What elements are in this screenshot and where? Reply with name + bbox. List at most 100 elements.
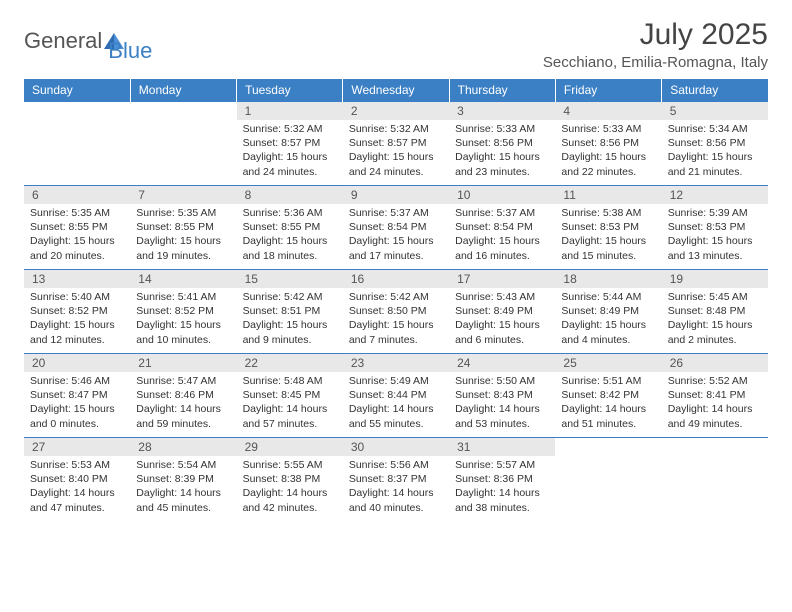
weekday-header: Friday [555, 79, 661, 102]
calendar-day-cell: 6Sunrise: 5:35 AMSunset: 8:55 PMDaylight… [24, 186, 130, 270]
day-details: Sunrise: 5:37 AMSunset: 8:54 PMDaylight:… [343, 204, 449, 267]
weekday-header: Tuesday [237, 79, 343, 102]
calendar-week-row: 13Sunrise: 5:40 AMSunset: 8:52 PMDayligh… [24, 270, 768, 354]
calendar-empty-cell [24, 102, 130, 186]
calendar-day-cell: 19Sunrise: 5:45 AMSunset: 8:48 PMDayligh… [662, 270, 768, 354]
day-details: Sunrise: 5:38 AMSunset: 8:53 PMDaylight:… [555, 204, 661, 267]
logo-text-general: General [24, 28, 102, 54]
calendar-day-cell: 3Sunrise: 5:33 AMSunset: 8:56 PMDaylight… [449, 102, 555, 186]
weekday-header: Wednesday [343, 79, 449, 102]
calendar-day-cell: 12Sunrise: 5:39 AMSunset: 8:53 PMDayligh… [662, 186, 768, 270]
calendar-body: 1Sunrise: 5:32 AMSunset: 8:57 PMDaylight… [24, 102, 768, 522]
day-details: Sunrise: 5:42 AMSunset: 8:50 PMDaylight:… [343, 288, 449, 351]
calendar-day-cell: 10Sunrise: 5:37 AMSunset: 8:54 PMDayligh… [449, 186, 555, 270]
day-details: Sunrise: 5:39 AMSunset: 8:53 PMDaylight:… [662, 204, 768, 267]
month-title: July 2025 [543, 18, 768, 52]
day-details: Sunrise: 5:54 AMSunset: 8:39 PMDaylight:… [130, 456, 236, 519]
day-details: Sunrise: 5:50 AMSunset: 8:43 PMDaylight:… [449, 372, 555, 435]
day-details: Sunrise: 5:41 AMSunset: 8:52 PMDaylight:… [130, 288, 236, 351]
calendar-header-row: SundayMondayTuesdayWednesdayThursdayFrid… [24, 79, 768, 102]
day-number: 4 [555, 102, 661, 120]
day-details: Sunrise: 5:35 AMSunset: 8:55 PMDaylight:… [24, 204, 130, 267]
day-number: 13 [24, 270, 130, 288]
calendar-day-cell: 22Sunrise: 5:48 AMSunset: 8:45 PMDayligh… [237, 354, 343, 438]
day-number: 1 [237, 102, 343, 120]
day-number: 29 [237, 438, 343, 456]
calendar-day-cell: 28Sunrise: 5:54 AMSunset: 8:39 PMDayligh… [130, 438, 236, 522]
calendar-day-cell: 17Sunrise: 5:43 AMSunset: 8:49 PMDayligh… [449, 270, 555, 354]
weekday-header: Sunday [24, 79, 130, 102]
day-details: Sunrise: 5:35 AMSunset: 8:55 PMDaylight:… [130, 204, 236, 267]
day-number: 28 [130, 438, 236, 456]
day-number: 6 [24, 186, 130, 204]
calendar-day-cell: 20Sunrise: 5:46 AMSunset: 8:47 PMDayligh… [24, 354, 130, 438]
day-number: 12 [662, 186, 768, 204]
calendar-day-cell: 2Sunrise: 5:32 AMSunset: 8:57 PMDaylight… [343, 102, 449, 186]
day-details: Sunrise: 5:37 AMSunset: 8:54 PMDaylight:… [449, 204, 555, 267]
day-number: 16 [343, 270, 449, 288]
day-number: 30 [343, 438, 449, 456]
calendar-day-cell: 4Sunrise: 5:33 AMSunset: 8:56 PMDaylight… [555, 102, 661, 186]
day-number: 11 [555, 186, 661, 204]
calendar-day-cell: 11Sunrise: 5:38 AMSunset: 8:53 PMDayligh… [555, 186, 661, 270]
calendar-day-cell: 29Sunrise: 5:55 AMSunset: 8:38 PMDayligh… [237, 438, 343, 522]
day-number: 27 [24, 438, 130, 456]
calendar-day-cell: 16Sunrise: 5:42 AMSunset: 8:50 PMDayligh… [343, 270, 449, 354]
calendar-day-cell: 14Sunrise: 5:41 AMSunset: 8:52 PMDayligh… [130, 270, 236, 354]
day-number: 8 [237, 186, 343, 204]
logo-text-blue: Blue [108, 38, 152, 64]
day-details: Sunrise: 5:34 AMSunset: 8:56 PMDaylight:… [662, 120, 768, 183]
day-number: 17 [449, 270, 555, 288]
day-details: Sunrise: 5:52 AMSunset: 8:41 PMDaylight:… [662, 372, 768, 435]
day-number: 25 [555, 354, 661, 372]
day-number: 18 [555, 270, 661, 288]
day-details: Sunrise: 5:43 AMSunset: 8:49 PMDaylight:… [449, 288, 555, 351]
day-details: Sunrise: 5:32 AMSunset: 8:57 PMDaylight:… [343, 120, 449, 183]
calendar-week-row: 6Sunrise: 5:35 AMSunset: 8:55 PMDaylight… [24, 186, 768, 270]
header: General Blue July 2025 Secchiano, Emilia… [24, 18, 768, 71]
calendar-day-cell: 31Sunrise: 5:57 AMSunset: 8:36 PMDayligh… [449, 438, 555, 522]
day-details: Sunrise: 5:45 AMSunset: 8:48 PMDaylight:… [662, 288, 768, 351]
calendar-day-cell: 5Sunrise: 5:34 AMSunset: 8:56 PMDaylight… [662, 102, 768, 186]
day-number: 7 [130, 186, 236, 204]
title-block: July 2025 Secchiano, Emilia-Romagna, Ita… [543, 18, 768, 71]
day-number: 3 [449, 102, 555, 120]
calendar-day-cell: 15Sunrise: 5:42 AMSunset: 8:51 PMDayligh… [237, 270, 343, 354]
day-number: 21 [130, 354, 236, 372]
calendar-week-row: 20Sunrise: 5:46 AMSunset: 8:47 PMDayligh… [24, 354, 768, 438]
location-text: Secchiano, Emilia-Romagna, Italy [543, 54, 768, 71]
day-number: 22 [237, 354, 343, 372]
day-number: 23 [343, 354, 449, 372]
day-number: 9 [343, 186, 449, 204]
calendar-day-cell: 8Sunrise: 5:36 AMSunset: 8:55 PMDaylight… [237, 186, 343, 270]
calendar-week-row: 1Sunrise: 5:32 AMSunset: 8:57 PMDaylight… [24, 102, 768, 186]
day-details: Sunrise: 5:33 AMSunset: 8:56 PMDaylight:… [555, 120, 661, 183]
day-number: 10 [449, 186, 555, 204]
calendar-day-cell: 13Sunrise: 5:40 AMSunset: 8:52 PMDayligh… [24, 270, 130, 354]
day-details: Sunrise: 5:53 AMSunset: 8:40 PMDaylight:… [24, 456, 130, 519]
calendar-table: SundayMondayTuesdayWednesdayThursdayFrid… [24, 79, 768, 522]
calendar-day-cell: 9Sunrise: 5:37 AMSunset: 8:54 PMDaylight… [343, 186, 449, 270]
calendar-day-cell: 21Sunrise: 5:47 AMSunset: 8:46 PMDayligh… [130, 354, 236, 438]
day-details: Sunrise: 5:44 AMSunset: 8:49 PMDaylight:… [555, 288, 661, 351]
day-details: Sunrise: 5:36 AMSunset: 8:55 PMDaylight:… [237, 204, 343, 267]
calendar-day-cell: 30Sunrise: 5:56 AMSunset: 8:37 PMDayligh… [343, 438, 449, 522]
calendar-day-cell: 26Sunrise: 5:52 AMSunset: 8:41 PMDayligh… [662, 354, 768, 438]
logo: General Blue [24, 18, 152, 64]
day-number: 14 [130, 270, 236, 288]
calendar-day-cell: 23Sunrise: 5:49 AMSunset: 8:44 PMDayligh… [343, 354, 449, 438]
calendar-empty-cell [662, 438, 768, 522]
calendar-day-cell: 1Sunrise: 5:32 AMSunset: 8:57 PMDaylight… [237, 102, 343, 186]
day-number: 2 [343, 102, 449, 120]
calendar-day-cell: 25Sunrise: 5:51 AMSunset: 8:42 PMDayligh… [555, 354, 661, 438]
day-details: Sunrise: 5:57 AMSunset: 8:36 PMDaylight:… [449, 456, 555, 519]
day-details: Sunrise: 5:42 AMSunset: 8:51 PMDaylight:… [237, 288, 343, 351]
calendar-week-row: 27Sunrise: 5:53 AMSunset: 8:40 PMDayligh… [24, 438, 768, 522]
day-details: Sunrise: 5:48 AMSunset: 8:45 PMDaylight:… [237, 372, 343, 435]
weekday-header: Monday [130, 79, 236, 102]
day-details: Sunrise: 5:49 AMSunset: 8:44 PMDaylight:… [343, 372, 449, 435]
day-number: 5 [662, 102, 768, 120]
calendar-day-cell: 7Sunrise: 5:35 AMSunset: 8:55 PMDaylight… [130, 186, 236, 270]
day-details: Sunrise: 5:56 AMSunset: 8:37 PMDaylight:… [343, 456, 449, 519]
calendar-day-cell: 18Sunrise: 5:44 AMSunset: 8:49 PMDayligh… [555, 270, 661, 354]
